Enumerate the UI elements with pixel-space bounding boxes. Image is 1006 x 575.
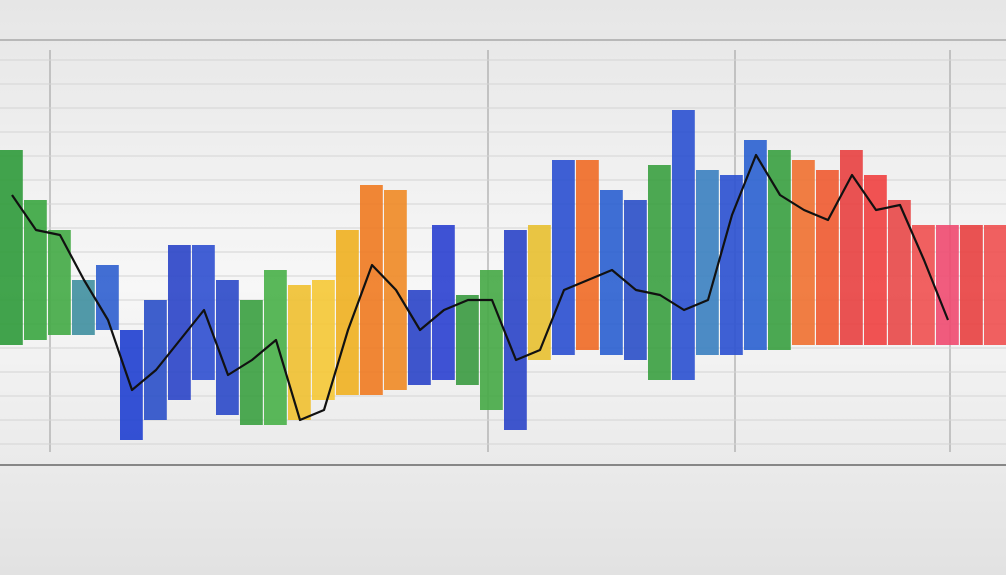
lines <box>11 153 950 422</box>
bars <box>0 110 1006 440</box>
bar <box>744 140 767 350</box>
bar <box>552 160 575 355</box>
bar <box>360 185 383 395</box>
bar <box>48 230 71 335</box>
bar <box>840 150 863 345</box>
bar <box>888 200 911 345</box>
bar <box>168 245 191 400</box>
bar <box>912 225 935 345</box>
bar <box>312 280 335 400</box>
bar <box>768 150 791 350</box>
bar <box>480 270 503 410</box>
bar <box>720 175 743 355</box>
bar <box>648 165 671 380</box>
bar <box>24 200 47 340</box>
bar <box>456 295 479 385</box>
bar <box>672 110 695 380</box>
bar <box>864 175 887 345</box>
bar <box>792 160 815 345</box>
bar <box>600 190 623 355</box>
bar <box>96 265 119 330</box>
bar <box>72 280 95 335</box>
bar <box>144 300 167 420</box>
bar <box>816 170 839 345</box>
bar <box>624 200 647 360</box>
bar <box>0 150 23 345</box>
bar <box>216 280 239 415</box>
bar <box>936 225 959 345</box>
bar <box>960 225 983 345</box>
bar <box>408 290 431 385</box>
trend-line <box>11 153 950 422</box>
bar <box>288 285 311 420</box>
bar <box>696 170 719 355</box>
bar <box>576 160 599 350</box>
bar <box>528 225 551 360</box>
bar <box>984 225 1006 345</box>
bar <box>240 300 263 425</box>
bar <box>432 225 455 380</box>
bar <box>264 270 287 425</box>
bar <box>504 230 527 430</box>
